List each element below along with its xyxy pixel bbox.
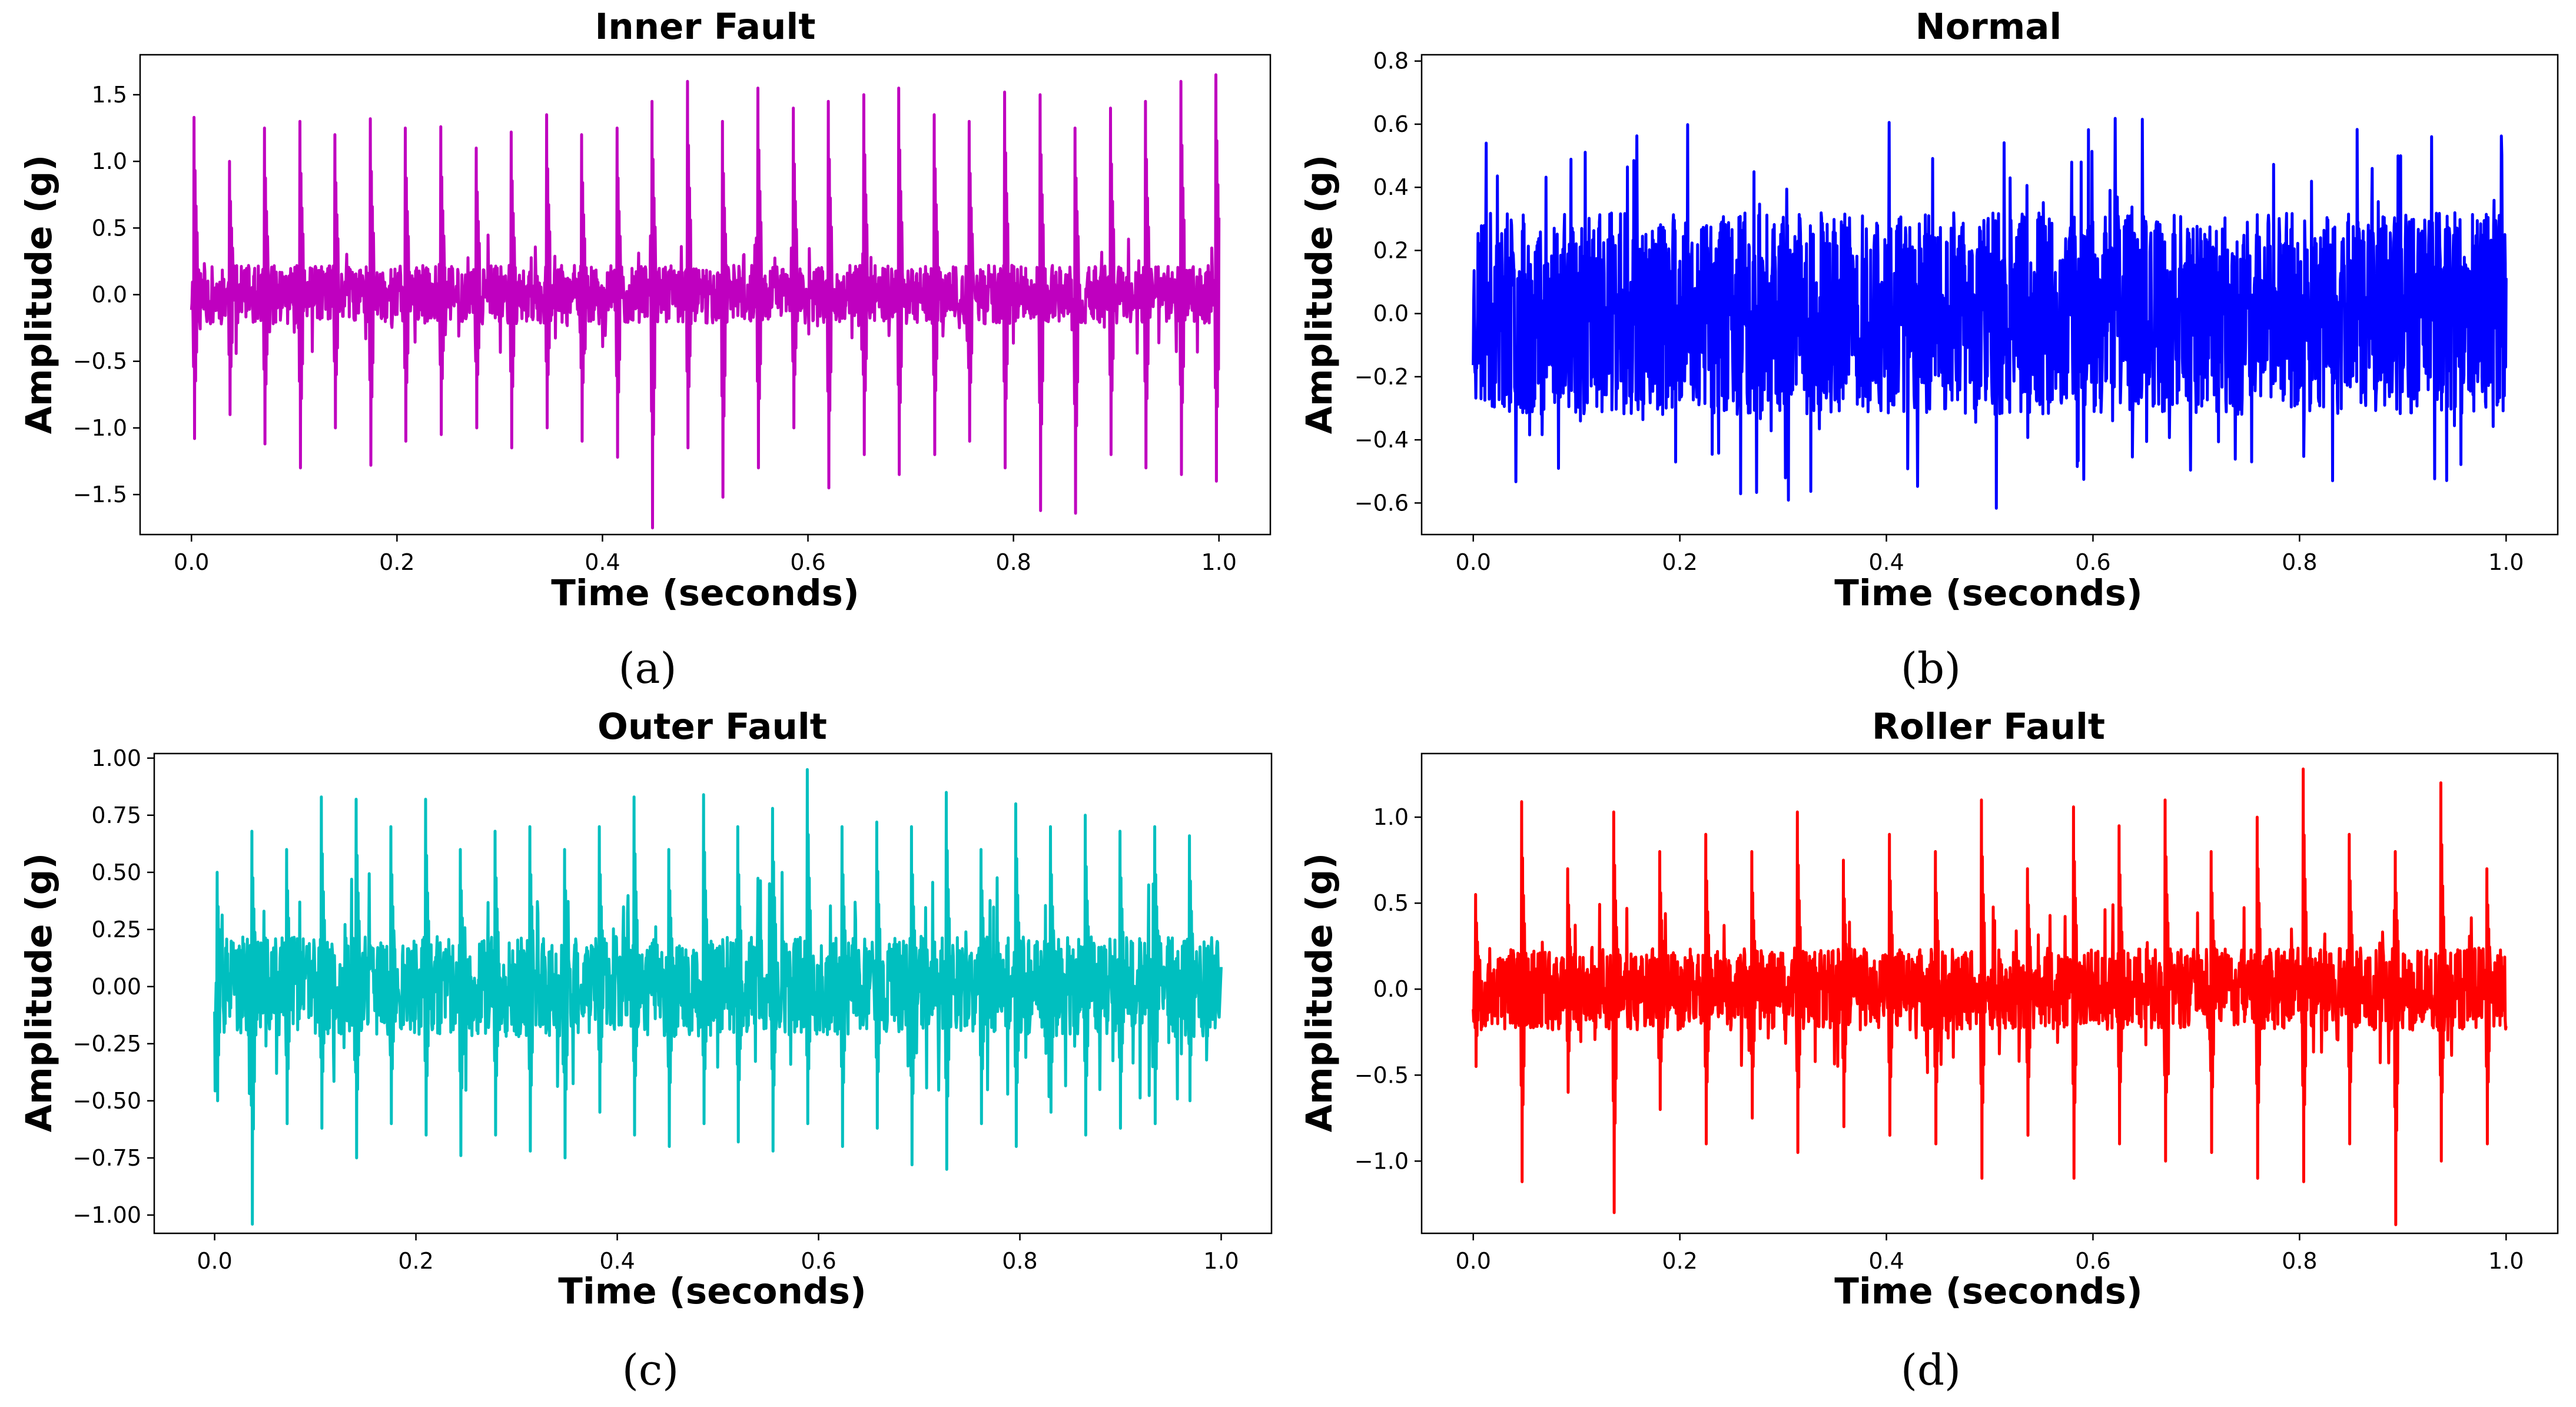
y-tick-label: 0.75 bbox=[91, 802, 141, 828]
x-tick-label: 0.4 bbox=[585, 549, 620, 575]
x-tick-label: 0.8 bbox=[2282, 549, 2317, 575]
x-tick-label: 0.0 bbox=[197, 1248, 232, 1274]
y-tick-label: 1.0 bbox=[1373, 804, 1409, 830]
y-tick-label: 0.00 bbox=[91, 974, 141, 1000]
x-tick-label: 1.0 bbox=[2488, 549, 2524, 575]
x-axis-label: Time (seconds) bbox=[1834, 572, 2143, 614]
y-tick-label: 0.5 bbox=[92, 215, 127, 241]
y-tick-label: 0.8 bbox=[1373, 48, 1409, 74]
x-tick-label: 0.4 bbox=[1868, 1248, 1904, 1274]
x-tick-label: 1.0 bbox=[2488, 1248, 2524, 1274]
y-tick-label: −1.5 bbox=[73, 482, 127, 507]
y-tick-label: −0.25 bbox=[73, 1031, 141, 1057]
y-tick-label: −1.0 bbox=[73, 415, 127, 441]
y-tick-label: −0.50 bbox=[73, 1088, 141, 1114]
axes-frame bbox=[153, 752, 1273, 1235]
y-tick-label: −1.0 bbox=[1355, 1148, 1409, 1174]
y-tick-label: 0.4 bbox=[1373, 174, 1409, 200]
x-tick-label: 0.2 bbox=[379, 549, 414, 575]
plot-area: 0.0 0.2 0.4 0.6 0.8 1.0 −1.5 −1.0 −0.5 0.0 0.5 1.0 1… bbox=[73, 54, 1272, 575]
plot-area: 0.0 0.2 0.4 0.6 0.8 1.0 −0.6 −0.4 −0.2 0.0 0.2 0.4 0… bbox=[1355, 48, 2559, 575]
y-axis-label: Amplitude (g) bbox=[1299, 155, 1340, 434]
y-tick-label: −1.00 bbox=[73, 1202, 141, 1228]
x-tick-label: 0.6 bbox=[801, 1248, 836, 1274]
panel-outer-fault: Outer Fault 0.0 0.2 0.4 0.6 0.8 1.0 −1.00 −0.75… bbox=[18, 706, 1273, 1395]
x-tick-label: 0.2 bbox=[1662, 1248, 1697, 1274]
x-tick-label: 1.0 bbox=[1201, 549, 1237, 575]
series-line bbox=[190, 73, 1221, 530]
y-tick-label: 1.00 bbox=[91, 745, 141, 771]
x-tick-label: 0.4 bbox=[599, 1248, 635, 1274]
panel-caption: (d) bbox=[1901, 1345, 1961, 1395]
chart-title: Normal bbox=[1916, 6, 2062, 48]
x-tick-label: 0.2 bbox=[398, 1248, 433, 1274]
chart-title: Outer Fault bbox=[597, 706, 827, 748]
x-tick-label: 0.0 bbox=[1456, 1248, 1491, 1274]
series-line bbox=[1472, 117, 2508, 510]
y-tick-label: −0.5 bbox=[1355, 1062, 1409, 1088]
y-tick-label: −0.5 bbox=[73, 349, 127, 374]
y-tick-label: −0.75 bbox=[73, 1145, 141, 1171]
panel-caption: (c) bbox=[622, 1345, 679, 1395]
panel-normal: Normal 0.0 0.2 0.4 0.6 0.8 1.0−0.6−0.4−0.20.0… bbox=[1299, 6, 2559, 693]
y-tick-label: 0.0 bbox=[92, 282, 127, 308]
y-axis-label: Amplitude (g) bbox=[1299, 853, 1340, 1133]
y-tick-label: 1.0 bbox=[92, 148, 127, 174]
panel-roller-fault: Roller Fault 0.0 0.2 0.4 0.6 0.8 1.0−1.0−0.50… bbox=[1299, 706, 2559, 1395]
y-tick-label: −0.4 bbox=[1355, 427, 1409, 453]
x-tick-label: 0.6 bbox=[790, 549, 825, 575]
x-tick-label: 0.6 bbox=[2075, 549, 2110, 575]
x-tick-label: 0.8 bbox=[2282, 1248, 2317, 1274]
axes-frame bbox=[1420, 54, 2559, 536]
x-axis-label: Time (seconds) bbox=[558, 1270, 867, 1312]
panel-caption: (b) bbox=[1901, 643, 1961, 693]
plot-area: 0.0 0.2 0.4 0.6 0.8 1.0 −1.00 −0.75 −0.50 −0.25 0.… bbox=[73, 745, 1273, 1274]
y-tick-label: 0.0 bbox=[1373, 301, 1409, 327]
y-tick-label: 0.5 bbox=[1373, 890, 1409, 916]
y-tick-label: 0.25 bbox=[91, 917, 141, 943]
series-line bbox=[213, 768, 1223, 1226]
chart-title: Inner Fault bbox=[595, 6, 816, 48]
chart-title: Roller Fault bbox=[1872, 706, 2105, 748]
y-axis-label: Amplitude (g) bbox=[18, 853, 60, 1133]
y-tick-label: 0.6 bbox=[1373, 111, 1409, 137]
x-tick-label: 1.0 bbox=[1203, 1248, 1239, 1274]
y-axis-label: Amplitude (g) bbox=[18, 155, 60, 434]
plot-area: 0.0 0.2 0.4 0.6 0.8 1.0 −1.0 −0.5 0.0 0.5 1.0 bbox=[1355, 752, 2559, 1274]
panel-inner-fault: Inner Fault 0.0 0.2 0.4 0.6 0.8 1.0 −1.5 −1.0 −0… bbox=[18, 6, 1272, 693]
x-tick-label: 0.8 bbox=[995, 549, 1031, 575]
x-tick-label: 0.4 bbox=[1868, 549, 1904, 575]
y-tick-label: −0.6 bbox=[1355, 490, 1409, 516]
panel-caption: (a) bbox=[618, 643, 676, 693]
y-tick-label: −0.2 bbox=[1355, 364, 1409, 390]
x-tick-label: 0.6 bbox=[2075, 1248, 2110, 1274]
x-axis-label: Time (seconds) bbox=[551, 572, 859, 614]
y-tick-label: 1.5 bbox=[92, 82, 127, 108]
x-axis-label: Time (seconds) bbox=[1834, 1270, 2143, 1312]
series-line bbox=[1472, 767, 2508, 1226]
y-tick-label: 0.50 bbox=[91, 860, 141, 885]
axes-frame bbox=[1420, 752, 2559, 1235]
x-tick-label: 0.0 bbox=[174, 549, 209, 575]
y-tick-label: 0.0 bbox=[1373, 976, 1409, 1002]
x-tick-label: 0.0 bbox=[1456, 549, 1491, 575]
y-tick-label: 0.2 bbox=[1373, 237, 1409, 263]
x-tick-label: 0.8 bbox=[1002, 1248, 1037, 1274]
x-tick-label: 0.2 bbox=[1662, 549, 1697, 575]
